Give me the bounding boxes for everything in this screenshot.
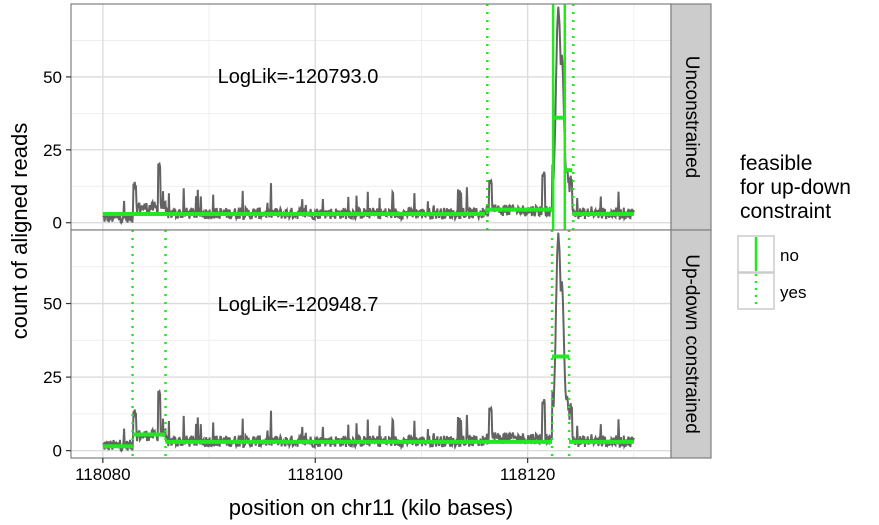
loglik-annotation: LogLik=-120948.7 — [218, 294, 379, 316]
y-axis-top: 0 25 50 — [43, 68, 71, 233]
y-tick-label: 50 — [43, 295, 62, 314]
strip-label: Unconstrained — [681, 56, 702, 179]
legend-label-yes: yes — [780, 283, 806, 302]
legend-title-line-1: feasible — [740, 152, 812, 175]
y-tick-label: 25 — [43, 141, 62, 160]
legend-key-yes: yes — [737, 272, 806, 310]
legend-key-no: no — [737, 235, 799, 273]
y-tick-label: 0 — [53, 442, 62, 461]
y-tick-label: 50 — [43, 68, 62, 87]
loglik-annotation: LogLik=-120793.0 — [218, 66, 379, 88]
legend-title: feasible for up-down constraint — [740, 152, 857, 223]
x-axis-title: position on chr11 (kilo bases) — [229, 495, 514, 520]
y-tick-label: 25 — [43, 368, 62, 387]
y-tick-label: 0 — [53, 214, 62, 233]
strip-background — [670, 3, 712, 231]
y-axis-title: count of aligned reads — [7, 123, 32, 340]
strip-bottom: Up-down constrained — [670, 229, 712, 459]
x-axis: 118080 118100 118120 — [75, 458, 555, 484]
legend: feasible for up-down constraint no yes — [737, 152, 857, 310]
y-axis-bottom: 0 25 50 — [43, 295, 71, 461]
panel-background — [71, 230, 671, 458]
x-tick-label: 118100 — [288, 465, 343, 484]
legend-title-line-2: for up-down — [740, 176, 851, 199]
strip-background — [670, 229, 712, 459]
x-tick-label: 118080 — [75, 465, 130, 484]
legend-title-line-3: constraint — [740, 200, 831, 223]
panel-up-down-constrained: LogLik=-120948.7 — [70, 229, 672, 459]
panel-background — [71, 4, 671, 230]
coverage-line — [102, 232, 635, 453]
strip-top: Unconstrained — [670, 3, 712, 231]
x-tick-label: 118120 — [500, 465, 555, 484]
panel-unconstrained: LogLik=-120793.0 — [70, 3, 672, 231]
strip-label: Up-down constrained — [681, 254, 702, 434]
legend-label-no: no — [780, 246, 799, 265]
